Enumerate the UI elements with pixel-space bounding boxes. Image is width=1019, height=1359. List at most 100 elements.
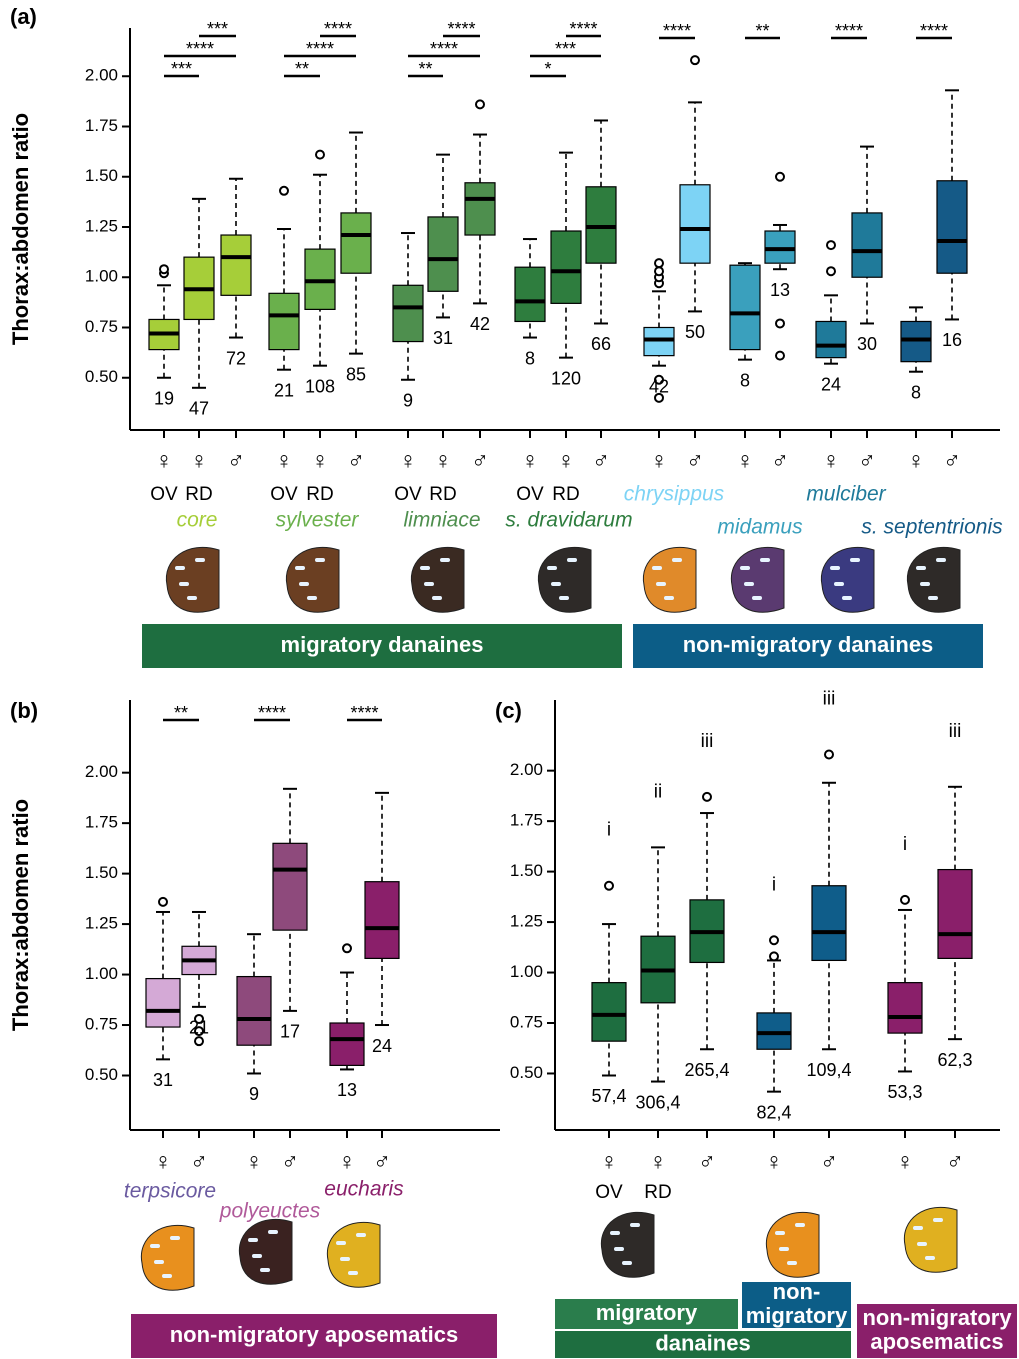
outlier <box>776 352 784 360</box>
sex-symbol: ♂ <box>471 447 489 474</box>
sex-symbol: ♀ <box>311 447 329 474</box>
box <box>237 977 271 1046</box>
butterfly-image <box>239 1219 292 1284</box>
significance-letter: i <box>607 820 611 841</box>
significance-letter: i <box>772 874 776 895</box>
sex-symbol: ♂ <box>943 447 961 474</box>
species-name: sylvester <box>276 509 360 532</box>
species-name: core <box>177 509 218 532</box>
butterfly-image <box>286 547 339 612</box>
outlier <box>316 151 324 159</box>
y-tick-label: 2.00 <box>85 762 118 781</box>
significance-label: **** <box>186 39 214 59</box>
panel: (a)0.500.751.001.251.501.752.00Thorax:ab… <box>8 4 1003 668</box>
species-name: limniace <box>403 509 480 532</box>
significance-label: ** <box>418 59 432 79</box>
significance-label: **** <box>350 703 378 723</box>
outlier <box>776 173 784 181</box>
outlier <box>776 319 784 327</box>
box <box>888 983 922 1033</box>
significance-letter: i <box>903 834 907 855</box>
banner-label: migratory <box>746 1303 848 1328</box>
y-tick-label: 1.25 <box>510 912 543 931</box>
panel: (c)0.500.751.001.251.501.752.0057,4♀OVi3… <box>495 689 1017 1358</box>
box <box>816 321 846 357</box>
sex-symbol: ♀ <box>765 1148 783 1175</box>
sample-size: 50 <box>685 322 705 342</box>
box <box>465 183 495 235</box>
sex-symbol: ♀ <box>338 1148 356 1175</box>
banner-label: danaines <box>655 1330 750 1355</box>
group-tag: RD <box>306 484 333 505</box>
box <box>852 213 882 277</box>
banner-label: non- <box>773 1279 821 1304</box>
sex-symbol: ♀ <box>155 447 173 474</box>
butterfly-image <box>601 1212 654 1277</box>
butterfly-image <box>327 1222 380 1287</box>
species-name: s. dravidarum <box>505 509 632 532</box>
sample-size: 21 <box>274 380 294 400</box>
sample-size: 24 <box>821 374 841 394</box>
sex-symbol: ♀ <box>399 447 417 474</box>
y-tick-label: 1.75 <box>85 116 118 135</box>
sample-size: 57,4 <box>591 1086 626 1106</box>
y-tick-label: 0.50 <box>85 1065 118 1084</box>
y-tick-label: 1.00 <box>85 964 118 983</box>
box <box>273 843 307 930</box>
sample-size: 31 <box>153 1070 173 1090</box>
sex-symbol: ♂ <box>946 1148 964 1175</box>
outlier <box>825 751 833 759</box>
sex-symbol: ♂ <box>347 447 365 474</box>
sex-symbol: ♂ <box>190 1148 208 1175</box>
outlier <box>159 898 167 906</box>
box <box>765 231 795 263</box>
group-tag: RD <box>552 484 579 505</box>
outlier <box>280 187 288 195</box>
significance-label: **** <box>258 703 286 723</box>
butterfly-image <box>766 1212 819 1277</box>
sample-size: 42 <box>649 376 669 396</box>
box <box>365 882 399 959</box>
significance-label: **** <box>324 19 352 39</box>
significance-label: ** <box>755 21 769 41</box>
group-tag: OV <box>270 484 298 505</box>
y-tick-label: 1.25 <box>85 216 118 235</box>
sex-symbol: ♂ <box>858 447 876 474</box>
box <box>305 249 335 309</box>
y-tick-label: 1.75 <box>85 813 118 832</box>
sex-symbol: ♂ <box>281 1148 299 1175</box>
y-tick-label: 2.00 <box>510 760 543 779</box>
sex-symbol: ♀ <box>649 1148 667 1175</box>
y-tick-label: 0.75 <box>85 1015 118 1034</box>
sex-symbol: ♀ <box>190 447 208 474</box>
significance-label: **** <box>306 39 334 59</box>
figure: (a)0.500.751.001.251.501.752.00Thorax:ab… <box>0 0 1019 1359</box>
sex-symbol: ♀ <box>600 1148 618 1175</box>
significance-label: * <box>544 59 551 79</box>
outlier <box>160 265 168 273</box>
outlier <box>827 241 835 249</box>
significance-letter: iii <box>701 731 714 752</box>
outlier <box>770 952 778 960</box>
significance-label: ** <box>295 59 309 79</box>
group-tag: OV <box>150 484 178 505</box>
outlier <box>703 793 711 801</box>
outlier <box>343 944 351 952</box>
box <box>146 979 180 1027</box>
group-tag: RD <box>185 484 212 505</box>
sex-symbol: ♀ <box>557 447 575 474</box>
box <box>341 213 371 273</box>
sex-symbol: ♂ <box>592 447 610 474</box>
sample-size: 42 <box>470 314 490 334</box>
y-tick-label: 1.25 <box>85 914 118 933</box>
sample-size: 9 <box>403 391 413 411</box>
panel-label: (a) <box>10 4 37 29</box>
sex-symbol: ♀ <box>822 447 840 474</box>
sex-symbol: ♂ <box>686 447 704 474</box>
sex-symbol: ♂ <box>698 1148 716 1175</box>
sex-symbol: ♂ <box>771 447 789 474</box>
significance-letter: iii <box>949 721 962 742</box>
butterfly-image <box>166 547 219 612</box>
box <box>644 327 674 355</box>
y-tick-label: 1.50 <box>510 861 543 880</box>
